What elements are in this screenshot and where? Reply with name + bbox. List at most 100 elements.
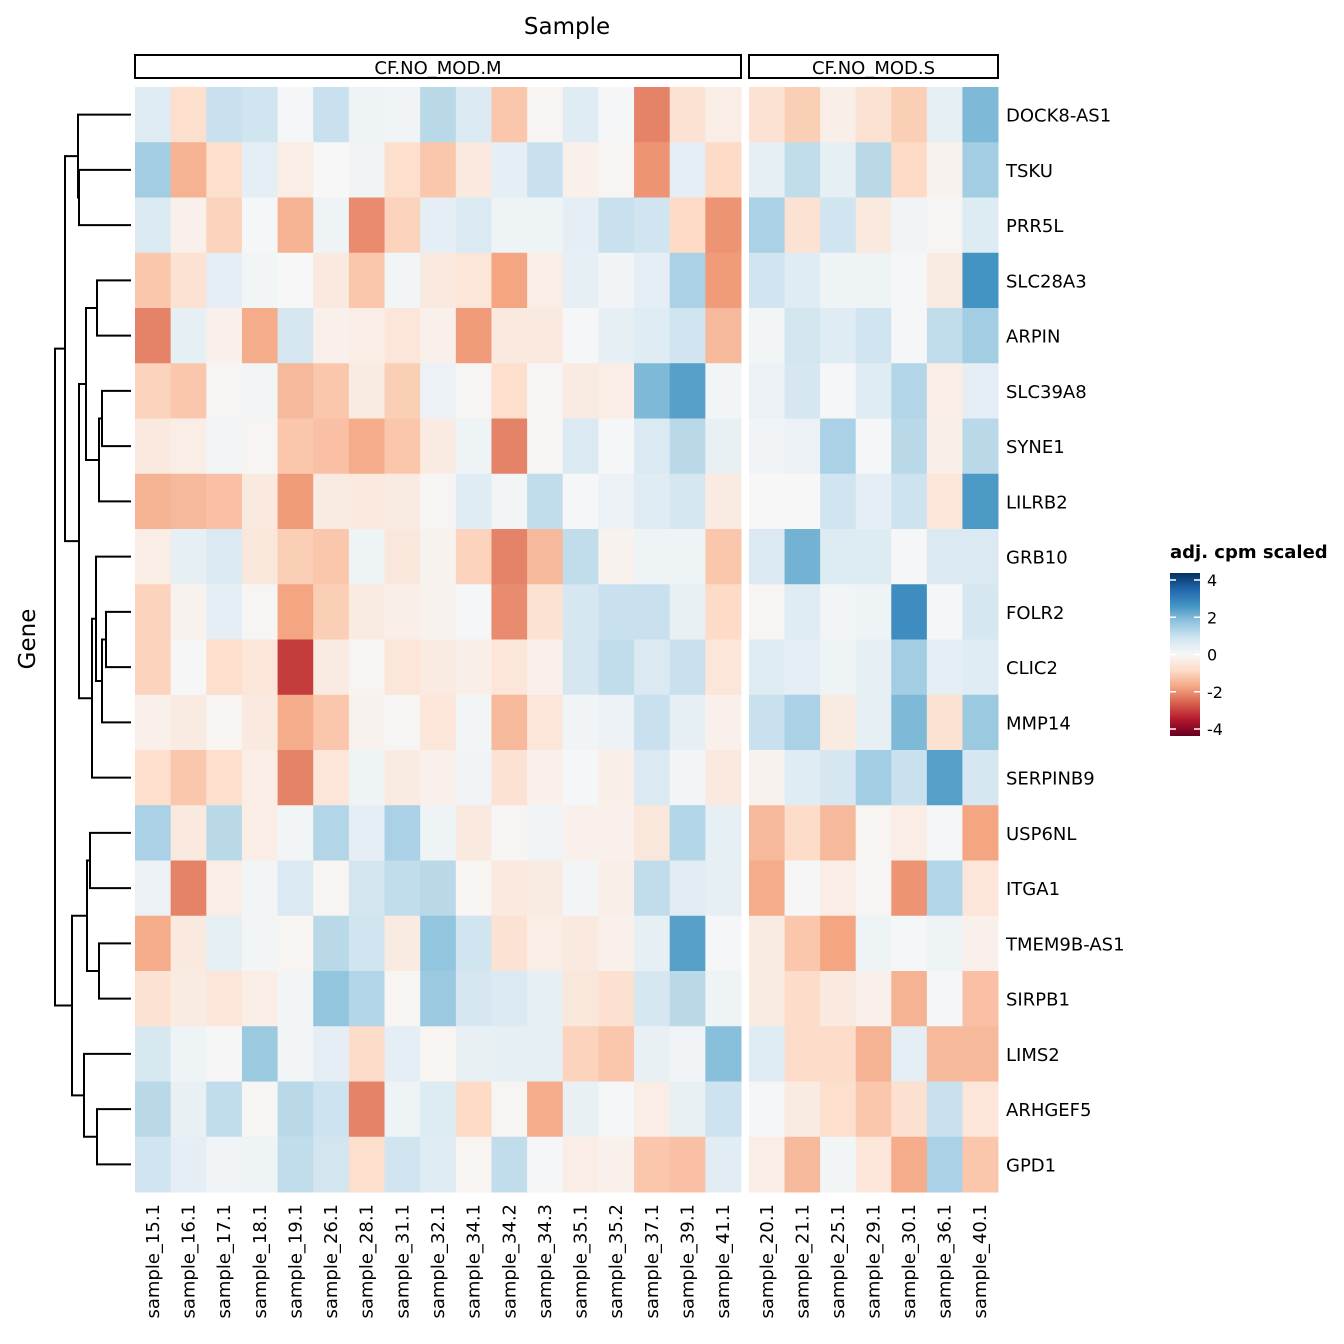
heatmap-cell [705, 473, 742, 530]
heatmap-cell [135, 860, 172, 917]
heatmap-cell [855, 252, 892, 309]
heatmap-cell [348, 805, 386, 861]
heatmap-cell [562, 584, 599, 640]
heatmap-cell [891, 860, 928, 917]
heatmap-cell [135, 584, 172, 640]
heatmap-cell [962, 252, 999, 309]
heatmap-cell [384, 1026, 421, 1082]
heatmap-cell [170, 252, 207, 309]
heatmap-cell [634, 1081, 671, 1138]
heatmap-cell [634, 308, 671, 364]
heatmap-cell [891, 750, 928, 806]
heatmap-cell [313, 584, 350, 640]
heatmap-cell [926, 750, 963, 806]
heatmap-cell [891, 308, 928, 364]
heatmap-cell [749, 308, 786, 364]
heatmap-cell [241, 694, 279, 751]
heatmap-cell [384, 308, 421, 364]
column-labels: sample_15.1 sample_16.1 sample_17.1 sample_… [143, 1204, 991, 1319]
heatmap-cell [634, 142, 671, 198]
heatmap-cell [784, 252, 821, 309]
heatmap-cell [527, 639, 564, 696]
heatmap-cell [420, 860, 457, 917]
heatmap-cell [891, 142, 928, 198]
heatmap-cell [962, 860, 999, 917]
heatmap-cell [820, 860, 857, 917]
heatmap-cell [241, 1026, 279, 1082]
heatmap-cell [926, 1081, 963, 1138]
heatmap-cell [527, 694, 564, 751]
heatmap-cell [135, 1026, 172, 1082]
heatmap-cell [562, 1081, 599, 1138]
heatmap-cell [891, 197, 928, 254]
heatmap-cell [491, 639, 528, 696]
heatmap-cell [598, 971, 635, 1027]
heatmap-cell [784, 418, 821, 475]
heatmap-cell [784, 694, 821, 751]
heatmap-cell [135, 197, 172, 254]
heatmap-cell [313, 971, 350, 1027]
heatmap-cell [206, 197, 243, 254]
legend-title: adj. cpm scaled [1170, 542, 1328, 563]
heatmap-cell [384, 252, 421, 309]
heatmap-cell [820, 1081, 857, 1138]
facet-label: CF.NO_MOD.M [374, 58, 501, 79]
heatmap-cell [455, 87, 492, 143]
heatmap-cell [634, 529, 671, 585]
heatmap-cell [206, 87, 243, 143]
heatmap-cell [598, 473, 635, 530]
facet-strip-box [748, 54, 999, 79]
heatmap-cell [562, 1136, 599, 1193]
heatmap-cell [527, 529, 564, 585]
heatmap-cell [562, 418, 599, 475]
heatmap-cell [705, 694, 742, 751]
heatmap-cell [669, 252, 706, 309]
dendrogram-branch [54, 347, 72, 1007]
heatmap-cell [669, 1081, 706, 1138]
heatmap-cell [855, 308, 892, 364]
heatmap-cell [491, 584, 528, 640]
heatmap-cell [962, 197, 999, 254]
heatmap-cell [527, 418, 564, 475]
row-label: TMEM9B-AS1 [1005, 934, 1125, 955]
heatmap-cell [891, 1136, 928, 1193]
heatmap-cell [135, 142, 172, 198]
heatmap-cell [348, 529, 386, 585]
heatmap-cell [527, 971, 564, 1027]
heatmap-cell [455, 473, 492, 530]
heatmap-cell [669, 529, 706, 585]
heatmap-cell [527, 87, 564, 143]
row-label: SERPINB9 [1006, 769, 1095, 790]
heatmap-cell [855, 639, 892, 696]
column-label: sample_34.3 [535, 1204, 556, 1319]
heatmap-cell [206, 584, 243, 640]
heatmap-cell [891, 87, 928, 143]
heatmap-cell [384, 860, 421, 917]
column-label: sample_25.1 [828, 1204, 849, 1319]
heatmap-cell [598, 1136, 635, 1193]
heatmap-cell [277, 87, 314, 143]
heatmap-cell [926, 363, 963, 419]
heatmap-cell [962, 694, 999, 751]
heatmap-cell [749, 805, 786, 861]
heatmap-cell [926, 860, 963, 917]
heatmap-cell [135, 1081, 172, 1138]
heatmap-cell [598, 142, 635, 198]
heatmap-cell [420, 639, 457, 696]
heatmap-cell [820, 694, 857, 751]
heatmap-cell [527, 197, 564, 254]
heatmap-cell [277, 639, 314, 696]
legend-tick-label: 2 [1207, 608, 1217, 627]
heatmap-cell [170, 915, 207, 972]
heatmap-cell [241, 915, 279, 972]
heatmap-cells [135, 87, 999, 1193]
heatmap-cell [135, 363, 172, 419]
column-label: sample_35.1 [571, 1204, 592, 1319]
heatmap-cell [170, 142, 207, 198]
heatmap-cell [634, 363, 671, 419]
heatmap-cell [562, 1026, 599, 1082]
heatmap-cell [749, 473, 786, 530]
heatmap-cell [420, 529, 457, 585]
heatmap-cell [784, 860, 821, 917]
heatmap-cell [634, 639, 671, 696]
